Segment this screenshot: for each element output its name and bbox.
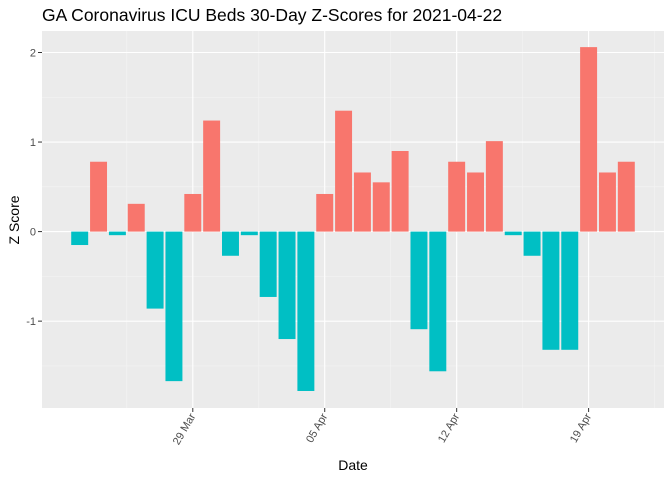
y-tick-label: 0 — [30, 227, 36, 239]
bar-2021-04-05 — [316, 193, 334, 232]
bar-2021-04-04 — [297, 231, 315, 391]
chart-title: GA Coronavirus ICU Beds 30-Day Z-Scores … — [42, 5, 503, 25]
bar-2021-04-12 — [448, 161, 466, 232]
x-tick-label: 05 Apr — [304, 411, 330, 445]
bar-2021-04-16 — [523, 231, 541, 256]
bar-2021-04-11 — [429, 231, 447, 372]
bar-2021-03-28 — [165, 231, 183, 382]
plot-panel — [42, 31, 664, 408]
bar-2021-03-27 — [146, 231, 164, 309]
bar-2021-03-25 — [108, 231, 126, 236]
minor-grid — [42, 31, 664, 408]
bar-2021-03-29 — [184, 193, 202, 232]
x-axis-title: Date — [338, 457, 368, 473]
y-axis-title: Z Score — [6, 195, 22, 244]
x-tick-label: 19 Apr — [568, 411, 594, 445]
bar-2021-04-07 — [353, 172, 371, 232]
bar-2021-03-24 — [90, 161, 108, 232]
bar-2021-04-20 — [598, 172, 616, 232]
y-tick-label: 1 — [30, 137, 36, 149]
bar-2021-04-09 — [391, 150, 409, 232]
x-tick-label: 29 Mar — [171, 411, 199, 447]
y-axis: -1 0 1 2 — [26, 47, 42, 328]
bar-2021-04-15 — [504, 231, 522, 236]
x-tick-label: 12 Apr — [436, 411, 462, 445]
bar-2021-04-19 — [580, 47, 598, 232]
bar-2021-04-21 — [617, 161, 635, 232]
bar-2021-04-10 — [410, 231, 428, 330]
x-axis: 29 Mar 05 Apr 12 Apr 19 Apr — [171, 408, 594, 447]
bar-2021-04-08 — [372, 182, 390, 232]
bar-2021-04-13 — [467, 172, 484, 232]
y-tick-label: 2 — [30, 47, 36, 59]
bar-2021-04-03 — [278, 231, 296, 340]
bar-2021-04-02 — [259, 231, 277, 297]
bar-2021-03-31 — [222, 231, 239, 256]
bar-2021-04-17 — [542, 231, 560, 350]
bar-2021-04-14 — [485, 141, 503, 232]
bar-2021-04-18 — [561, 231, 579, 350]
bar-2021-04-01 — [240, 231, 258, 236]
bar-2021-03-23 — [71, 231, 89, 246]
bar-2021-03-30 — [203, 120, 221, 232]
y-tick-label: -1 — [26, 316, 36, 328]
bars — [71, 47, 635, 391]
bar-2021-04-06 — [335, 110, 353, 232]
bar-2021-03-26 — [127, 203, 145, 232]
